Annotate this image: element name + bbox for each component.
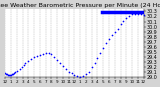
Point [134, 13, 136, 15]
Point [16, 70, 18, 72]
Point [33, 56, 35, 58]
Point [131, 14, 133, 15]
Point [105, 42, 107, 44]
Point [111, 35, 113, 36]
Point [47, 52, 50, 53]
Point [125, 17, 128, 19]
Point [24, 63, 27, 64]
Point [116, 28, 119, 30]
Point [12, 73, 14, 75]
Point [22, 65, 25, 66]
Point [53, 56, 56, 58]
Point [41, 53, 44, 54]
Point [70, 73, 73, 74]
Point [6, 74, 8, 75]
Point [79, 77, 81, 78]
Point [102, 48, 104, 49]
Point [93, 63, 96, 64]
Point [88, 71, 90, 73]
Point [11, 74, 13, 75]
Point [14, 72, 16, 73]
Point [44, 52, 47, 53]
Point [59, 63, 61, 64]
Point [90, 67, 93, 68]
Point [85, 74, 87, 75]
Point [20, 67, 23, 68]
Point [13, 73, 15, 74]
Point [8, 75, 10, 76]
Point [142, 14, 145, 16]
Point [10, 74, 12, 76]
Point [30, 58, 32, 59]
Point [96, 57, 99, 59]
Point [5, 73, 8, 75]
Point [7, 74, 9, 76]
Point [136, 13, 139, 15]
Point [39, 54, 41, 55]
Point [9, 75, 11, 76]
Point [4, 73, 7, 74]
Point [113, 31, 116, 33]
Title: Milwaukee Weather Barometric Pressure per Minute (24 Hours): Milwaukee Weather Barometric Pressure pe… [0, 3, 160, 8]
Point [82, 76, 84, 77]
Point [56, 60, 58, 61]
Point [128, 15, 130, 17]
Point [73, 74, 76, 76]
Point [119, 23, 122, 25]
Point [67, 71, 70, 73]
Point [108, 39, 110, 40]
Point [50, 53, 53, 55]
Point [62, 66, 64, 67]
Point [76, 76, 79, 77]
Point [122, 20, 125, 21]
Point [64, 69, 67, 70]
Point [27, 60, 30, 61]
Point [18, 68, 21, 70]
Point [139, 13, 142, 15]
Point [99, 52, 102, 54]
Point [36, 55, 38, 56]
